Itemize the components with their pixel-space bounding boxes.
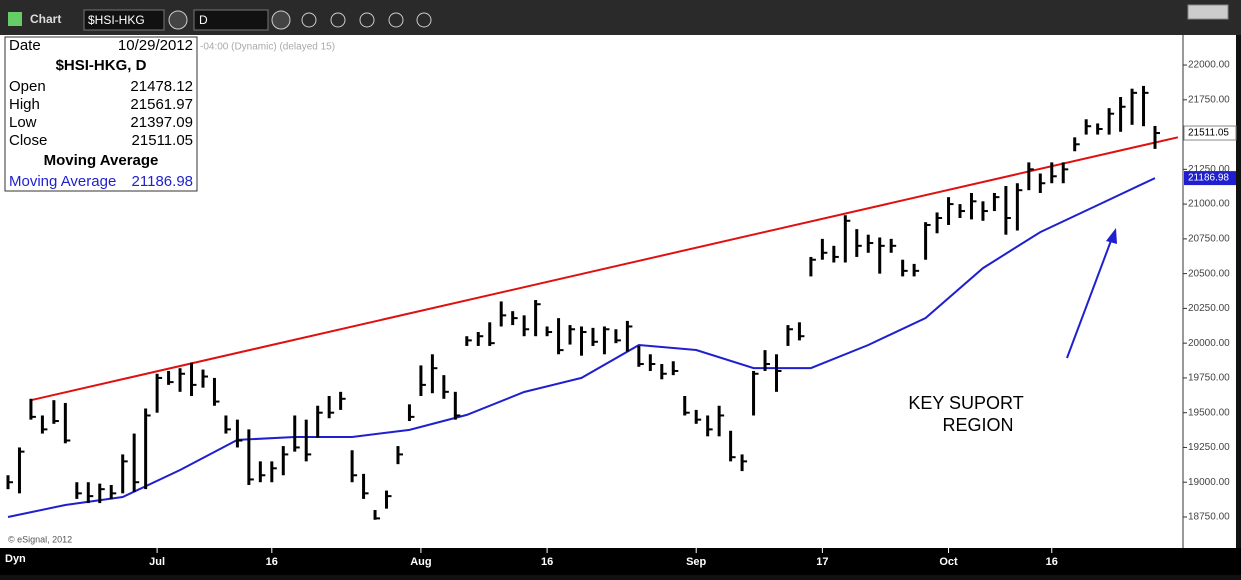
info-label: High bbox=[9, 96, 40, 113]
x-tick-label: 16 bbox=[541, 556, 553, 568]
x-tick-label: 17 bbox=[816, 556, 828, 568]
refresh-button[interactable] bbox=[330, 12, 346, 28]
y-tick-label: 21000.00 bbox=[1188, 199, 1230, 210]
chart-icon bbox=[8, 12, 22, 26]
annotation: REGION bbox=[942, 415, 1013, 435]
info-value: 21561.97 bbox=[130, 96, 193, 113]
price-marker bbox=[1183, 125, 1237, 141]
x-tick-label: Jul bbox=[149, 556, 165, 568]
annotation: KEY SUPORT bbox=[908, 393, 1023, 413]
ma-marker-label: 21186.98 bbox=[1188, 173, 1229, 184]
toolbar-title: Chart bbox=[30, 12, 61, 26]
info-value: 21397.09 bbox=[130, 114, 193, 131]
y-tick-label: 19500.00 bbox=[1188, 407, 1230, 418]
alert-button[interactable] bbox=[388, 12, 404, 28]
mode: Dyn bbox=[5, 553, 26, 565]
info-box bbox=[4, 36, 198, 192]
draw-button[interactable] bbox=[301, 12, 317, 28]
plot bbox=[6, 85, 1179, 520]
tools-button[interactable] bbox=[416, 12, 432, 28]
x-axis-area bbox=[0, 548, 1241, 575]
info-value: 10/29/2012 bbox=[118, 37, 193, 54]
info-rows: Open 21478.12 High 21561.97 Low 21397.09 Close… bbox=[9, 78, 193, 149]
y-tick-label: 20000.00 bbox=[1188, 338, 1230, 349]
settings-button[interactable] bbox=[168, 10, 188, 30]
ma-marker bbox=[1184, 171, 1236, 186]
info-study-title: Moving Average bbox=[44, 152, 159, 169]
x-tick-label: Sep bbox=[686, 556, 706, 568]
symbol: $HSI-HKG bbox=[88, 13, 145, 27]
price-marker-label: 21511.05 bbox=[1188, 128, 1229, 139]
y-tick-label: 21750.00 bbox=[1188, 94, 1230, 105]
arrow-head bbox=[1106, 228, 1117, 244]
y-tick-label: 19750.00 bbox=[1188, 373, 1230, 384]
info-label: Open bbox=[9, 78, 46, 95]
clock-button[interactable] bbox=[271, 10, 291, 30]
play-button[interactable] bbox=[359, 12, 375, 28]
interval: D bbox=[199, 13, 208, 27]
status: -04:00 (Dynamic) (delayed 15) bbox=[200, 42, 335, 53]
info-value: 21186.98 bbox=[132, 173, 193, 190]
symbol-box[interactable] bbox=[83, 9, 165, 31]
y-tick-label: 19250.00 bbox=[1188, 442, 1230, 453]
info-symbol: $HSI-HKG, D bbox=[56, 57, 147, 74]
interval-box[interactable] bbox=[193, 9, 269, 31]
x-tick-label: Aug bbox=[410, 556, 431, 568]
y-tick-label: 20250.00 bbox=[1188, 303, 1230, 314]
info-label: Moving Average bbox=[9, 173, 116, 190]
window-controls[interactable] bbox=[1187, 4, 1229, 20]
y-tick-label: 20500.00 bbox=[1188, 268, 1230, 279]
y-tick-label: 20750.00 bbox=[1188, 234, 1230, 245]
y-tick-label: 21250.00 bbox=[1188, 164, 1230, 175]
copyright: © eSignal, 2012 bbox=[8, 534, 72, 544]
info-value: 21478.12 bbox=[130, 78, 193, 95]
arrow bbox=[1066, 237, 1113, 359]
info-label: Date bbox=[9, 37, 41, 54]
y-tick-label: 19000.00 bbox=[1188, 477, 1230, 488]
info-value: 21511.05 bbox=[132, 132, 193, 149]
info-label: Low bbox=[9, 114, 37, 131]
moving-average bbox=[7, 177, 1156, 518]
x-tick-label: 16 bbox=[266, 556, 278, 568]
info-label: Close bbox=[9, 132, 47, 149]
x-tick-label: Oct bbox=[939, 556, 958, 568]
y-axis-area bbox=[1183, 35, 1236, 548]
trend-line bbox=[30, 136, 1179, 402]
y-tick-label: 22000.00 bbox=[1188, 60, 1230, 71]
y-tick-label: 18750.00 bbox=[1188, 512, 1230, 523]
x-tick-label: 16 bbox=[1046, 556, 1058, 568]
